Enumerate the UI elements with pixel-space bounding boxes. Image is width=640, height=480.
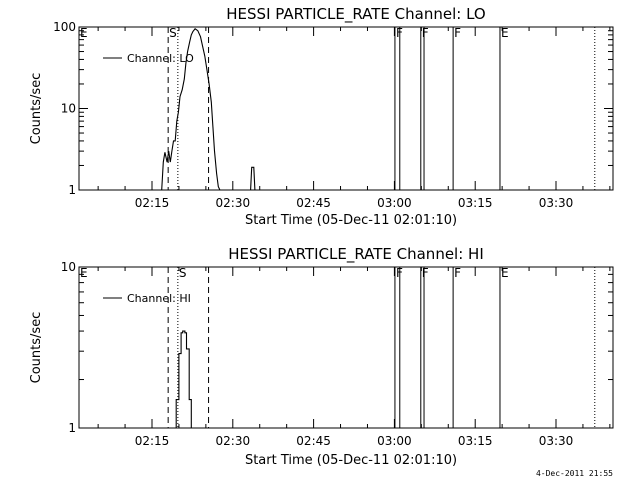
- x-axis-label: Start Time (05-Dec-11 02:01:10): [245, 213, 457, 228]
- event-marker-label: F: [396, 266, 403, 280]
- y-tick-label: 100: [53, 20, 76, 34]
- x-tick-label: 03:15: [458, 196, 493, 210]
- x-tick-label: 03:30: [539, 196, 574, 210]
- y-axis-label: Counts/sec: [29, 312, 44, 384]
- series-line: [175, 330, 193, 428]
- event-marker-label: E: [80, 266, 88, 280]
- footer-timestamp: 4-Dec-2011 21:55: [536, 469, 613, 478]
- y-tick-label: 10: [61, 102, 76, 116]
- y-tick-label: 10: [61, 260, 76, 274]
- plot-area: [167, 267, 596, 428]
- event-marker-label: F: [396, 26, 403, 40]
- event-marker-label: E: [501, 26, 509, 40]
- chart-title: HESSI PARTICLE_RATE Channel: HI: [228, 245, 484, 264]
- plot-area: [161, 27, 596, 190]
- x-tick-label: 02:45: [296, 196, 331, 210]
- event-marker-label: S: [179, 266, 187, 280]
- x-tick-label: 03:15: [458, 434, 493, 448]
- event-marker-label: F: [454, 26, 461, 40]
- x-tick-label: 02:15: [135, 434, 170, 448]
- y-axis-label: Counts/sec: [29, 73, 44, 145]
- event-marker-label: E: [80, 26, 88, 40]
- event-marker-label: E: [501, 266, 509, 280]
- event-marker-label: F: [422, 266, 429, 280]
- y-tick-label: 1: [68, 183, 76, 197]
- event-marker-label: S: [169, 26, 177, 40]
- event-marker-label: F: [454, 266, 461, 280]
- plot-frame: [78, 266, 614, 429]
- x-tick-label: 03:00: [377, 196, 412, 210]
- x-axis-label: Start Time (05-Dec-11 02:01:10): [245, 453, 457, 468]
- x-tick-label: 02:15: [135, 196, 170, 210]
- x-tick-label: 03:00: [377, 434, 412, 448]
- x-tick-label: 03:30: [539, 434, 574, 448]
- x-tick-label: 02:45: [296, 434, 331, 448]
- x-tick-label: 02:30: [216, 434, 251, 448]
- chart-title: HESSI PARTICLE_RATE Channel: LO: [226, 5, 485, 24]
- legend-label: Channel: HI: [127, 292, 191, 305]
- legend-label: Channel: LO: [127, 52, 194, 65]
- panel-lo: HESSI PARTICLE_RATE Channel: LO 02:15 02:3…: [29, 5, 614, 228]
- event-marker-label: F: [422, 26, 429, 40]
- y-tick-label: 1: [68, 421, 76, 435]
- x-tick-label: 02:30: [216, 196, 251, 210]
- series-line-segment: [250, 166, 256, 190]
- panel-hi: HESSI PARTICLE_RATE Channel: HI 02:15 02:3…: [29, 245, 614, 468]
- series-line: [161, 28, 228, 190]
